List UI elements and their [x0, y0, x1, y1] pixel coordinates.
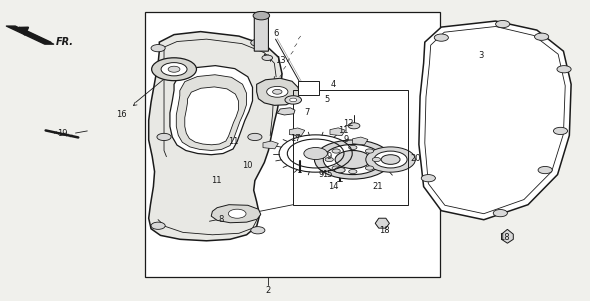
Polygon shape — [170, 66, 253, 155]
Circle shape — [253, 11, 270, 20]
Circle shape — [285, 96, 301, 104]
Circle shape — [262, 55, 273, 61]
Text: 11: 11 — [211, 176, 222, 185]
Circle shape — [434, 34, 448, 41]
Polygon shape — [419, 21, 571, 220]
Circle shape — [290, 98, 297, 102]
Text: 2: 2 — [266, 286, 271, 295]
Circle shape — [496, 20, 510, 28]
Circle shape — [335, 150, 371, 169]
Circle shape — [366, 147, 415, 172]
Circle shape — [332, 166, 340, 170]
Circle shape — [348, 123, 360, 129]
Bar — [293, 90, 408, 205]
Circle shape — [251, 39, 265, 46]
Text: 18: 18 — [379, 226, 390, 235]
Text: 19: 19 — [57, 129, 67, 138]
Circle shape — [557, 66, 571, 73]
Circle shape — [365, 166, 373, 170]
Circle shape — [365, 149, 373, 153]
Text: 10: 10 — [242, 161, 253, 170]
Text: 11: 11 — [228, 137, 238, 146]
Circle shape — [332, 149, 340, 153]
Text: 21: 21 — [372, 182, 383, 191]
Text: 13: 13 — [275, 56, 286, 65]
Polygon shape — [375, 218, 389, 228]
Text: 7: 7 — [304, 108, 310, 117]
Circle shape — [228, 209, 246, 218]
Circle shape — [152, 58, 196, 81]
Circle shape — [314, 140, 391, 179]
Circle shape — [161, 63, 187, 76]
Polygon shape — [353, 137, 368, 145]
Circle shape — [304, 147, 327, 160]
Circle shape — [267, 86, 288, 97]
Text: 9: 9 — [327, 152, 332, 161]
Polygon shape — [277, 108, 295, 115]
Text: 9: 9 — [343, 135, 348, 144]
Text: 16: 16 — [116, 110, 126, 119]
Polygon shape — [149, 32, 282, 241]
Polygon shape — [263, 141, 278, 149]
Circle shape — [325, 157, 333, 162]
Circle shape — [381, 155, 400, 164]
Text: 5: 5 — [325, 95, 330, 104]
Circle shape — [251, 227, 265, 234]
Text: 17: 17 — [290, 134, 300, 143]
Text: 15: 15 — [322, 170, 333, 179]
Text: 20: 20 — [411, 154, 421, 163]
Text: 18: 18 — [499, 233, 510, 242]
Polygon shape — [211, 205, 261, 223]
Circle shape — [372, 157, 381, 162]
Text: 3: 3 — [478, 51, 484, 60]
Circle shape — [538, 166, 552, 174]
Bar — [145, 12, 440, 277]
Text: 4: 4 — [331, 80, 336, 89]
Bar — [298, 81, 319, 95]
Polygon shape — [257, 78, 300, 105]
Polygon shape — [254, 12, 268, 51]
Circle shape — [323, 144, 382, 175]
Circle shape — [273, 89, 282, 94]
Text: 11: 11 — [338, 126, 349, 135]
Circle shape — [157, 133, 171, 141]
Polygon shape — [502, 229, 513, 243]
Circle shape — [151, 45, 165, 52]
Text: 12: 12 — [343, 119, 353, 128]
Circle shape — [335, 167, 345, 173]
Circle shape — [248, 133, 262, 141]
Polygon shape — [185, 87, 238, 145]
Text: 8: 8 — [218, 215, 224, 224]
Circle shape — [168, 66, 180, 72]
Text: 6: 6 — [273, 29, 279, 38]
Circle shape — [374, 151, 407, 168]
Circle shape — [349, 169, 357, 174]
Circle shape — [349, 145, 357, 150]
Polygon shape — [330, 128, 345, 136]
Circle shape — [553, 127, 568, 135]
Circle shape — [493, 209, 507, 217]
Text: FR.: FR. — [56, 36, 74, 47]
Circle shape — [151, 222, 165, 229]
Circle shape — [421, 175, 435, 182]
Polygon shape — [176, 75, 247, 150]
Text: 9: 9 — [319, 170, 324, 179]
Polygon shape — [290, 128, 305, 136]
Text: 14: 14 — [328, 182, 339, 191]
Circle shape — [535, 33, 549, 40]
